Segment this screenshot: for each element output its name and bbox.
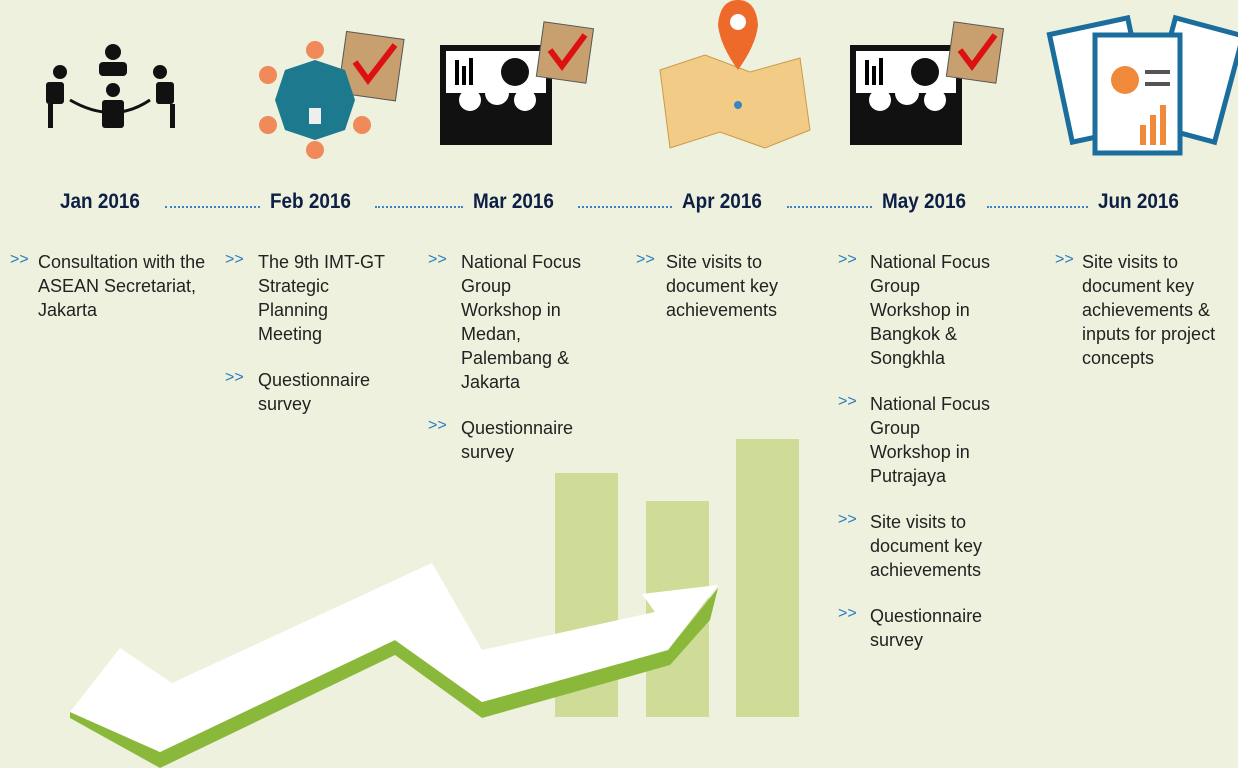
timeline-item: Site visits to document key achievements… bbox=[1082, 252, 1216, 368]
bullet: >> bbox=[225, 251, 244, 268]
bullet: >> bbox=[225, 369, 244, 386]
connector bbox=[787, 206, 872, 208]
date-label: Apr 2016 bbox=[682, 190, 762, 213]
bullet: >> bbox=[838, 605, 857, 622]
date-label: Feb 2016 bbox=[270, 190, 351, 213]
connector bbox=[375, 206, 463, 208]
connector bbox=[578, 206, 672, 208]
bullet: >> bbox=[838, 251, 857, 268]
timeline-item: Consultation with the ASEAN Secretariat,… bbox=[38, 252, 206, 320]
connector bbox=[165, 206, 260, 208]
workshop-icon bbox=[850, 21, 1005, 145]
deco-bar bbox=[736, 439, 799, 717]
planning-icon bbox=[259, 30, 405, 159]
timeline-item: Site visits to document key achievements bbox=[870, 512, 983, 580]
bullet: >> bbox=[838, 393, 857, 410]
timeline-item: Questionnaire survey bbox=[461, 418, 574, 462]
workshop-icon bbox=[440, 21, 595, 145]
report-icon bbox=[1046, 14, 1238, 156]
date-label: Mar 2016 bbox=[473, 190, 554, 213]
connector bbox=[987, 206, 1088, 208]
bullet: >> bbox=[1055, 251, 1074, 268]
meeting-icon bbox=[46, 44, 175, 128]
timeline-item: Site visits to document key achievements bbox=[666, 252, 779, 320]
timeline-item: Questionnaire survey bbox=[870, 606, 983, 650]
bullet: >> bbox=[838, 511, 857, 528]
arrow bbox=[70, 563, 718, 752]
bullet: >> bbox=[10, 251, 29, 268]
date-label: Jan 2016 bbox=[60, 190, 140, 213]
timeline-item: Questionnaire survey bbox=[258, 370, 371, 414]
arrow-shadow bbox=[70, 588, 718, 768]
timeline-item: National Focus Group Workshop in Putraja… bbox=[870, 394, 991, 486]
bullet: >> bbox=[636, 251, 655, 268]
timeline-item: National Focus Group Workshop in Medan, … bbox=[461, 252, 582, 392]
bullet: >> bbox=[428, 417, 447, 434]
timeline-item: The 9th IMT-GT Strategic Planning Meetin… bbox=[258, 252, 385, 344]
date-label: Jun 2016 bbox=[1098, 190, 1179, 213]
timeline-item: National Focus Group Workshop in Bangkok… bbox=[870, 252, 991, 368]
date-label: May 2016 bbox=[882, 190, 967, 213]
map-icon bbox=[659, 0, 811, 149]
bullet: >> bbox=[428, 251, 447, 268]
